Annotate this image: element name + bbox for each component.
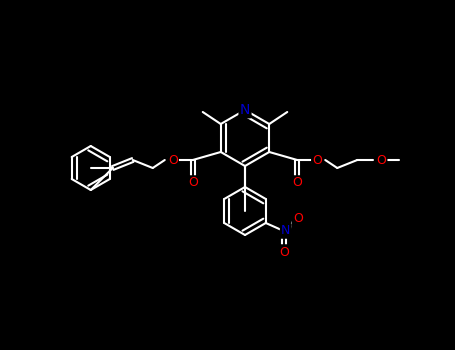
Text: O: O bbox=[292, 176, 302, 189]
Text: O: O bbox=[293, 212, 303, 225]
Text: N: N bbox=[281, 224, 290, 238]
Text: O: O bbox=[168, 154, 178, 167]
Text: O: O bbox=[188, 176, 197, 189]
Text: O: O bbox=[279, 245, 289, 259]
Text: N: N bbox=[240, 103, 250, 117]
Text: O: O bbox=[312, 154, 322, 167]
Text: O: O bbox=[376, 154, 386, 167]
